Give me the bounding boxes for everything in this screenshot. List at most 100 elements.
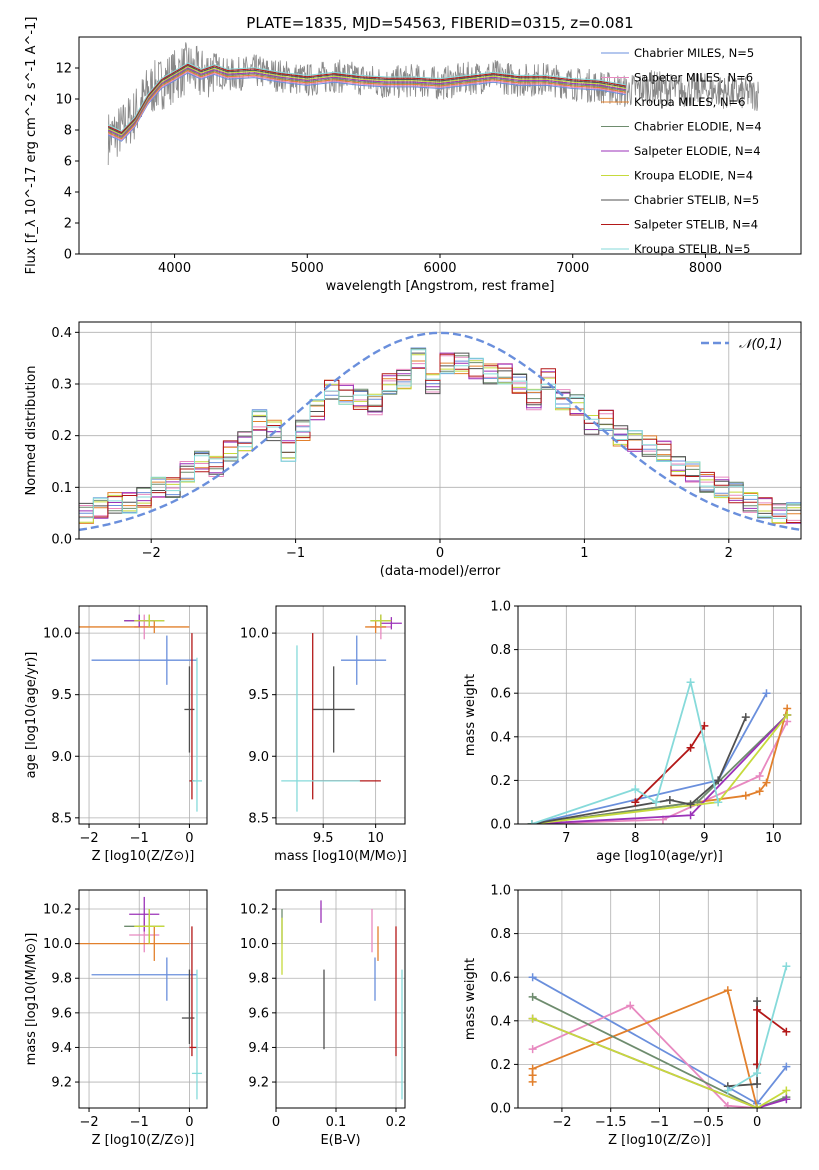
x-tick-label: −1 (650, 1115, 669, 1130)
y-tick-label: 9.4 (248, 1041, 269, 1056)
series-marker (783, 711, 792, 719)
panel-spectrum: Chabrier MILES, N=5 Salpeter MILES, N=6 Kr… (24, 17, 802, 294)
series-line (532, 1004, 758, 1108)
x-axis-label: E(B-V) (320, 1133, 360, 1148)
series-marker (527, 820, 536, 824)
x-tick-label: 8000 (689, 261, 722, 276)
y-tick-label: 0.2 (490, 774, 511, 789)
series-line (532, 995, 787, 1108)
series-marker (762, 778, 771, 787)
series-model-line (107, 66, 626, 136)
y-tick-label: 9.8 (51, 972, 72, 987)
y-tick-label: 0.4 (51, 326, 72, 341)
series-marker (753, 1005, 762, 1014)
series-marker (741, 713, 750, 722)
series-model-line (107, 69, 626, 140)
plot-area (79, 896, 202, 1100)
y-tick-label: 0.4 (490, 730, 511, 745)
histogram-step-line (79, 353, 801, 523)
series-marker (714, 798, 723, 807)
series-marker (755, 787, 764, 796)
y-tick-label: 12 (55, 62, 72, 77)
x-tick-label: −1.5 (595, 1115, 627, 1130)
series-marker (723, 986, 732, 995)
y-tick-label: 1.0 (490, 884, 511, 899)
y-tick-label: 0.1 (51, 481, 72, 496)
y-tick-label: 8 (64, 124, 72, 139)
series-model-line (107, 67, 626, 137)
y-tick-label: 0.4 (490, 1014, 511, 1029)
series-marker (686, 800, 695, 809)
y-tick-label: 0.3 (51, 378, 72, 393)
y-tick-label: 9.8 (248, 972, 269, 987)
y-axis-label: mass weight (463, 674, 478, 756)
x-tick-label: 9 (700, 831, 708, 846)
legend-label: Kroupa STELIB, N=5 (634, 242, 751, 256)
legend-label: Chabrier STELIB, N=5 (634, 193, 759, 207)
x-tick-label: −1 (130, 1115, 149, 1130)
legend: 𝒩(0,1) (701, 337, 782, 352)
x-tick-label: 7 (562, 831, 570, 846)
y-tick-label: 8.5 (51, 811, 72, 826)
series-marker (762, 689, 771, 698)
panel-age-vs-Z: −2 −1 0 8.5 9.0 9.5 10.0 Z [log10(Z/Z⊙)] age [lo… (24, 605, 208, 864)
x-tick-label: 2 (725, 546, 733, 561)
x-axis-label: wavelength [Angstrom, rest frame] (326, 279, 555, 294)
x-tick-label: −0.5 (693, 1115, 725, 1130)
x-axis-label: mass [log10(M/M⊙)] (274, 849, 407, 864)
y-tick-label: 0.8 (490, 927, 511, 942)
y-tick-label: 1.0 (490, 600, 511, 615)
plot-area (107, 42, 759, 166)
plot-area (527, 678, 792, 824)
series-marker (753, 1080, 762, 1089)
axes-frame (275, 605, 406, 825)
series-marker (686, 743, 695, 752)
y-tick-label: 0.8 (490, 643, 511, 658)
x-tick-label: 0 (753, 1115, 761, 1130)
y-axis-label: Flux [f_λ 10^-17 erg cm^-2 s^-1 A^-1] (24, 17, 39, 275)
legend-label: Salpeter STELIB, N=4 (634, 218, 758, 232)
series-marker (665, 796, 674, 805)
y-tick-label: 0.2 (490, 1058, 511, 1073)
axes-frame (275, 889, 406, 1109)
x-tick-label: −2 (79, 831, 98, 846)
series-marker (626, 1001, 635, 1010)
series-marker (723, 1101, 732, 1108)
legend-label: Salpeter ELODIE, N=4 (634, 144, 761, 158)
x-tick-label: 0 (436, 546, 444, 561)
y-tick-label: 9.6 (248, 1006, 269, 1021)
plot-area (281, 900, 403, 1100)
y-tick-label: 4 (64, 186, 72, 201)
panel-mass-vs-EBV: 0 0.1 0.2 9.2 9.4 9.6 9.8 10.0 10.2 E(B-V) (240, 889, 406, 1148)
axes-frame (78, 605, 208, 825)
y-tick-label: 6 (64, 155, 72, 170)
y-tick-label: 9.6 (51, 1006, 72, 1021)
series-marker (723, 1086, 732, 1095)
x-tick-label: −1 (286, 546, 305, 561)
x-tick-label: 1 (580, 546, 588, 561)
series-line (531, 716, 747, 824)
series-line (532, 1017, 787, 1108)
plot-area (79, 614, 202, 812)
series-line (531, 721, 789, 824)
x-tick-label: 0 (185, 831, 193, 846)
y-axis-label: mass weight (463, 958, 478, 1040)
y-tick-label: 8.5 (248, 811, 269, 826)
y-tick-label: 10.0 (43, 627, 72, 642)
series-model-line (107, 68, 626, 139)
y-tick-label: 10.2 (43, 903, 72, 918)
x-tick-label: −2 (142, 546, 161, 561)
y-axis-label: Normed distribution (24, 366, 39, 496)
x-tick-label: 0.1 (326, 1115, 347, 1130)
y-tick-label: 9.2 (248, 1076, 269, 1091)
y-tick-label: 9.5 (248, 688, 269, 703)
legend-label: Kroupa MILES, N=6 (634, 95, 746, 109)
series-marker (741, 791, 750, 800)
y-tick-label: 9.0 (51, 750, 72, 765)
series-marker (686, 811, 695, 820)
y-tick-label: 0.6 (490, 687, 511, 702)
series-model-line (107, 64, 626, 135)
x-tick-label: 0 (185, 1115, 193, 1130)
x-tick-label: 10 (765, 831, 782, 846)
